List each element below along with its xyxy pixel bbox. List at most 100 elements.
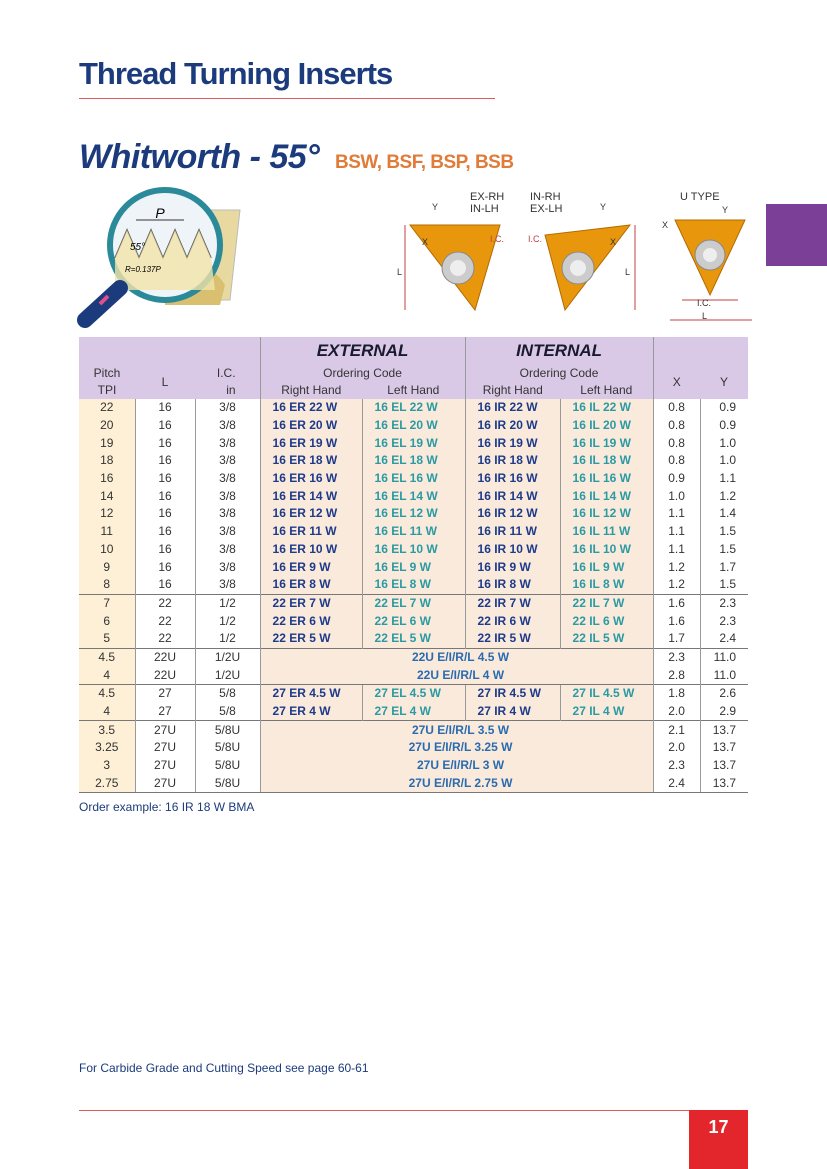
table-cell: 0.9 [699,399,749,417]
col-header: Left Hand [362,382,466,399]
col-header: L [135,365,195,399]
table-cell: 4.5 [79,683,135,703]
table-cell: 5 [79,629,135,649]
table-row: 8 16 3/8 16 ER 8 W 16 EL 8 W 16 IR 8 W 16 IL 8… [79,575,749,595]
table-cell: 9 [79,558,135,576]
table-cell: 27 [134,683,195,703]
table-cell: 1.7 [699,558,749,576]
table-row: 4 27 5/8 27 ER 4 W 27 EL 4 W 27 IR 4 W 27 IL 4… [79,702,749,721]
col-header: Right Hand [259,382,363,399]
table-row: 11 16 3/8 16 ER 11 W 16 EL 11 W 16 IR 11 W 16 … [79,522,749,541]
table-row: 9 16 3/8 16 ER 9 W 16 EL 9 W 16 IR 9 W 16 IL 9… [79,558,749,576]
table-cell: 4 [79,702,135,721]
table-row: 19 16 3/8 16 ER 19 W 16 EL 19 W 16 IR 19 W 16 … [79,434,749,453]
table-row: 20 16 3/8 16 ER 20 W 16 EL 20 W 16 IR 20 W 16 … [79,416,749,435]
label: L [397,267,402,277]
table-body: 22 16 3/8 16 ER 22 W 16 EL 22 W 16 IR 22 W 16 … [79,399,749,794]
table-cell: 27 IR 4.5 W [464,683,561,703]
table-cell: 16 IR 8 W [464,575,561,595]
inserts-table: EXTERNAL INTERNAL Pitch L I.C. Ordering … [79,337,749,794]
label: L [625,267,630,277]
table-cell: 16 ER 9 W [259,558,363,576]
table-cell: 2.4 [652,774,701,794]
table-cell: 1.0 [652,487,701,506]
table-cell: 4.5 [79,647,135,667]
table-cell: 11.0 [699,666,749,685]
table-cell: 16 ER 16 W [259,469,363,488]
table-row: 12 16 3/8 16 ER 12 W 16 EL 12 W 16 IR 12 W 16 … [79,505,749,523]
col-header: Left Hand [560,382,654,399]
table-cell: 3/8 [194,399,261,417]
label: Y [432,202,438,212]
table-cell: 1/2 [194,593,261,613]
table-cell: 16 IL 9 W [559,558,654,576]
table-cell: 3/8 [194,416,261,435]
table-cell: 27 EL 4.5 W [361,683,466,703]
table-cell: 3/8 [194,540,261,559]
table-cell: 22 ER 5 W [259,629,363,649]
table-cell: 16 IR 22 W [464,399,561,417]
col-header: Y [700,365,749,399]
table-cell: 16 [134,399,195,417]
table-cell: 0.9 [652,469,701,488]
table-cell: 27 EL 4 W [361,702,466,721]
table-cell: 16 EL 10 W [361,540,466,559]
label: I.C. [490,234,504,244]
table-cell: 0.9 [699,416,749,435]
table-cell: 27U E/I/R/L 3.25 W [259,739,654,757]
table-cell: 19 [79,434,135,453]
col-header: in [195,382,261,399]
table-cell: 22 ER 6 W [259,612,363,630]
table-cell: 5/8 [194,683,261,703]
table-cell: 1.6 [652,612,701,630]
table-row: 3 27U 5/8U 27U E/I/R/L 3 W 2.3 13.7 [79,756,749,775]
col-header: Pitch [79,365,135,382]
col-header: Ordering Code [259,365,466,382]
table-cell: 16 IL 10 W [559,540,654,559]
table-cell: 16 IL 22 W [559,399,654,417]
table-row: 4.5 22U 1/2U 22U E/I/R/L 4.5 W 2.3 11.0 [79,647,749,667]
table-cell: 27U [134,720,195,740]
table-cell: 3/8 [194,469,261,488]
col-header: Ordering Code [464,365,654,382]
label: Y [600,202,606,212]
table-cell: 22 EL 7 W [361,593,466,613]
table-cell: 5/8U [194,774,261,794]
table-cell: 16 EL 16 W [361,469,466,488]
table-cell: 22 EL 6 W [361,612,466,630]
table-cell: 1.6 [652,593,701,613]
table-cell: 2.0 [652,739,701,757]
table-cell: 3 [79,756,135,775]
table-cell: 11.0 [699,647,749,667]
table-cell: 1.2 [652,575,701,595]
table-cell: 16 EL 18 W [361,452,466,470]
table-cell: 2.3 [699,612,749,630]
table-row: 2.75 27U 5/8U 27U E/I/R/L 2.75 W 2.4 13.7 [79,774,749,794]
table-cell: 16 IR 10 W [464,540,561,559]
table-cell: 2.4 [699,629,749,649]
table-cell: 27 IR 4 W [464,702,561,721]
table-cell: 16 IR 12 W [464,505,561,523]
table-row: 18 16 3/8 16 ER 18 W 16 EL 18 W 16 IR 18 W 16 … [79,452,749,470]
table-cell: 16 EL 9 W [361,558,466,576]
table-cell: 16 IL 19 W [559,434,654,453]
table-cell: 1.1 [652,522,701,541]
label: L [702,311,707,321]
table-cell: 16 ER 8 W [259,575,363,595]
table-cell: 16 ER 14 W [259,487,363,506]
table-cell: 27 IL 4.5 W [559,683,654,703]
col-header: X [652,365,701,399]
table-cell: 16 IR 19 W [464,434,561,453]
table-cell: 2.3 [652,756,701,775]
order-example: Order example: 16 IR 18 W BMA [79,800,255,814]
table-cell: 16 IL 11 W [559,522,654,541]
table-cell: 3/8 [194,575,261,595]
u-type-diagram: U TYPE X Y I.C. L [662,191,752,321]
table-cell: 0.8 [652,416,701,435]
table-cell: 3.25 [79,739,135,757]
table-cell: 1/2 [194,612,261,630]
section-subtitle: BSW, BSF, BSP, BSB [335,152,514,173]
label: I.C. [697,298,711,308]
page-number: 17 [689,1110,748,1169]
table-cell: 3/8 [194,487,261,506]
